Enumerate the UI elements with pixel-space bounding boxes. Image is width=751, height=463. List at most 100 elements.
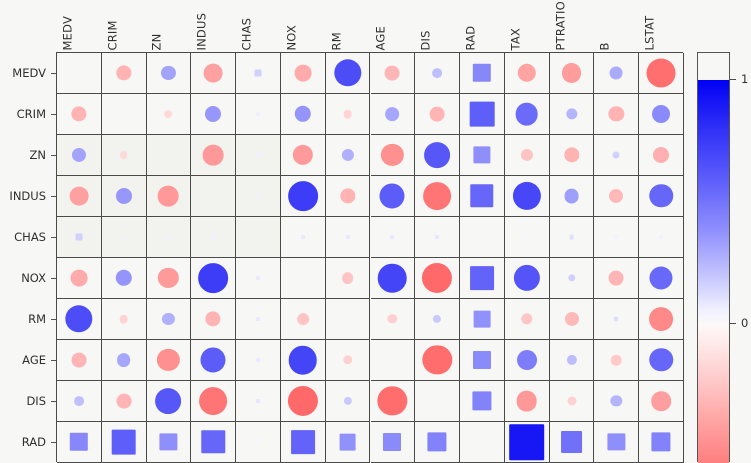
- matrix-cell[interactable]: [549, 381, 595, 422]
- matrix-cell[interactable]: [594, 299, 640, 340]
- matrix-cell[interactable]: [639, 53, 684, 94]
- matrix-grid[interactable]: [56, 52, 684, 463]
- matrix-cell[interactable]: [325, 135, 371, 176]
- matrix-cell[interactable]: [549, 422, 595, 463]
- matrix-cell[interactable]: [370, 94, 416, 135]
- matrix-cell[interactable]: [236, 176, 281, 217]
- matrix-cell[interactable]: [460, 258, 505, 299]
- matrix-cell[interactable]: [370, 258, 416, 299]
- matrix-cell[interactable]: [146, 94, 192, 135]
- matrix-cell[interactable]: [460, 381, 505, 422]
- matrix-cell[interactable]: [191, 258, 237, 299]
- matrix-cell[interactable]: [101, 135, 147, 176]
- matrix-cell[interactable]: [460, 299, 505, 340]
- matrix-cell[interactable]: [504, 340, 550, 381]
- matrix-cell[interactable]: [101, 94, 147, 135]
- matrix-cell[interactable]: [460, 53, 505, 94]
- matrix-cell[interactable]: [549, 135, 595, 176]
- matrix-cell[interactable]: [146, 340, 192, 381]
- matrix-cell[interactable]: [415, 299, 461, 340]
- matrix-cell[interactable]: [57, 340, 102, 381]
- matrix-cell[interactable]: [639, 217, 684, 258]
- matrix-cell[interactable]: [639, 135, 684, 176]
- matrix-cell[interactable]: [549, 217, 595, 258]
- matrix-cell[interactable]: [594, 53, 640, 94]
- matrix-cell[interactable]: [191, 135, 237, 176]
- matrix-cell[interactable]: [325, 217, 371, 258]
- matrix-cell[interactable]: [325, 299, 371, 340]
- matrix-cell[interactable]: [549, 94, 595, 135]
- matrix-cell[interactable]: [101, 340, 147, 381]
- matrix-cell[interactable]: [370, 340, 416, 381]
- matrix-cell[interactable]: [594, 217, 640, 258]
- matrix-cell[interactable]: [504, 53, 550, 94]
- matrix-cell[interactable]: [191, 299, 237, 340]
- matrix-cell[interactable]: [191, 176, 237, 217]
- matrix-cell[interactable]: [280, 299, 326, 340]
- matrix-cell[interactable]: [57, 217, 102, 258]
- matrix-cell[interactable]: [146, 299, 192, 340]
- matrix-cell[interactable]: [594, 381, 640, 422]
- matrix-cell[interactable]: [415, 258, 461, 299]
- matrix-cell[interactable]: [101, 381, 147, 422]
- matrix-cell[interactable]: [236, 217, 281, 258]
- matrix-cell[interactable]: [504, 176, 550, 217]
- matrix-cell[interactable]: [57, 381, 102, 422]
- matrix-cell[interactable]: [504, 381, 550, 422]
- matrix-cell[interactable]: [191, 94, 237, 135]
- matrix-cell[interactable]: [57, 135, 102, 176]
- matrix-cell[interactable]: [639, 340, 684, 381]
- matrix-cell[interactable]: [146, 217, 192, 258]
- matrix-cell[interactable]: [236, 381, 281, 422]
- matrix-cell[interactable]: [370, 217, 416, 258]
- matrix-cell[interactable]: [236, 258, 281, 299]
- matrix-cell[interactable]: [101, 217, 147, 258]
- matrix-cell[interactable]: [460, 217, 505, 258]
- matrix-cell[interactable]: [236, 340, 281, 381]
- matrix-cell[interactable]: [415, 176, 461, 217]
- matrix-cell[interactable]: [415, 135, 461, 176]
- matrix-cell[interactable]: [639, 422, 684, 463]
- matrix-cell[interactable]: [549, 258, 595, 299]
- matrix-cell[interactable]: [57, 53, 102, 94]
- matrix-cell[interactable]: [594, 258, 640, 299]
- matrix-cell[interactable]: [415, 53, 461, 94]
- matrix-cell[interactable]: [146, 53, 192, 94]
- matrix-cell[interactable]: [146, 381, 192, 422]
- matrix-cell[interactable]: [370, 135, 416, 176]
- matrix-cell[interactable]: [370, 176, 416, 217]
- matrix-cell[interactable]: [415, 381, 461, 422]
- matrix-cell[interactable]: [57, 422, 102, 463]
- matrix-cell[interactable]: [236, 53, 281, 94]
- matrix-cell[interactable]: [639, 299, 684, 340]
- matrix-cell[interactable]: [549, 53, 595, 94]
- matrix-cell[interactable]: [325, 381, 371, 422]
- matrix-cell[interactable]: [594, 176, 640, 217]
- matrix-cell[interactable]: [549, 299, 595, 340]
- matrix-cell[interactable]: [549, 176, 595, 217]
- matrix-cell[interactable]: [370, 299, 416, 340]
- matrix-cell[interactable]: [57, 258, 102, 299]
- matrix-cell[interactable]: [460, 176, 505, 217]
- matrix-cell[interactable]: [504, 135, 550, 176]
- matrix-cell[interactable]: [325, 176, 371, 217]
- matrix-cell[interactable]: [415, 217, 461, 258]
- matrix-cell[interactable]: [325, 258, 371, 299]
- matrix-cell[interactable]: [639, 94, 684, 135]
- matrix-cell[interactable]: [236, 299, 281, 340]
- matrix-cell[interactable]: [415, 94, 461, 135]
- matrix-cell[interactable]: [280, 422, 326, 463]
- matrix-cell[interactable]: [460, 340, 505, 381]
- matrix-cell[interactable]: [146, 422, 192, 463]
- matrix-cell[interactable]: [280, 217, 326, 258]
- matrix-cell[interactable]: [370, 381, 416, 422]
- matrix-cell[interactable]: [549, 340, 595, 381]
- matrix-cell[interactable]: [101, 258, 147, 299]
- matrix-cell[interactable]: [57, 299, 102, 340]
- matrix-cell[interactable]: [146, 135, 192, 176]
- matrix-cell[interactable]: [370, 53, 416, 94]
- matrix-cell[interactable]: [504, 422, 550, 463]
- matrix-cell[interactable]: [57, 94, 102, 135]
- matrix-cell[interactable]: [639, 381, 684, 422]
- matrix-cell[interactable]: [280, 176, 326, 217]
